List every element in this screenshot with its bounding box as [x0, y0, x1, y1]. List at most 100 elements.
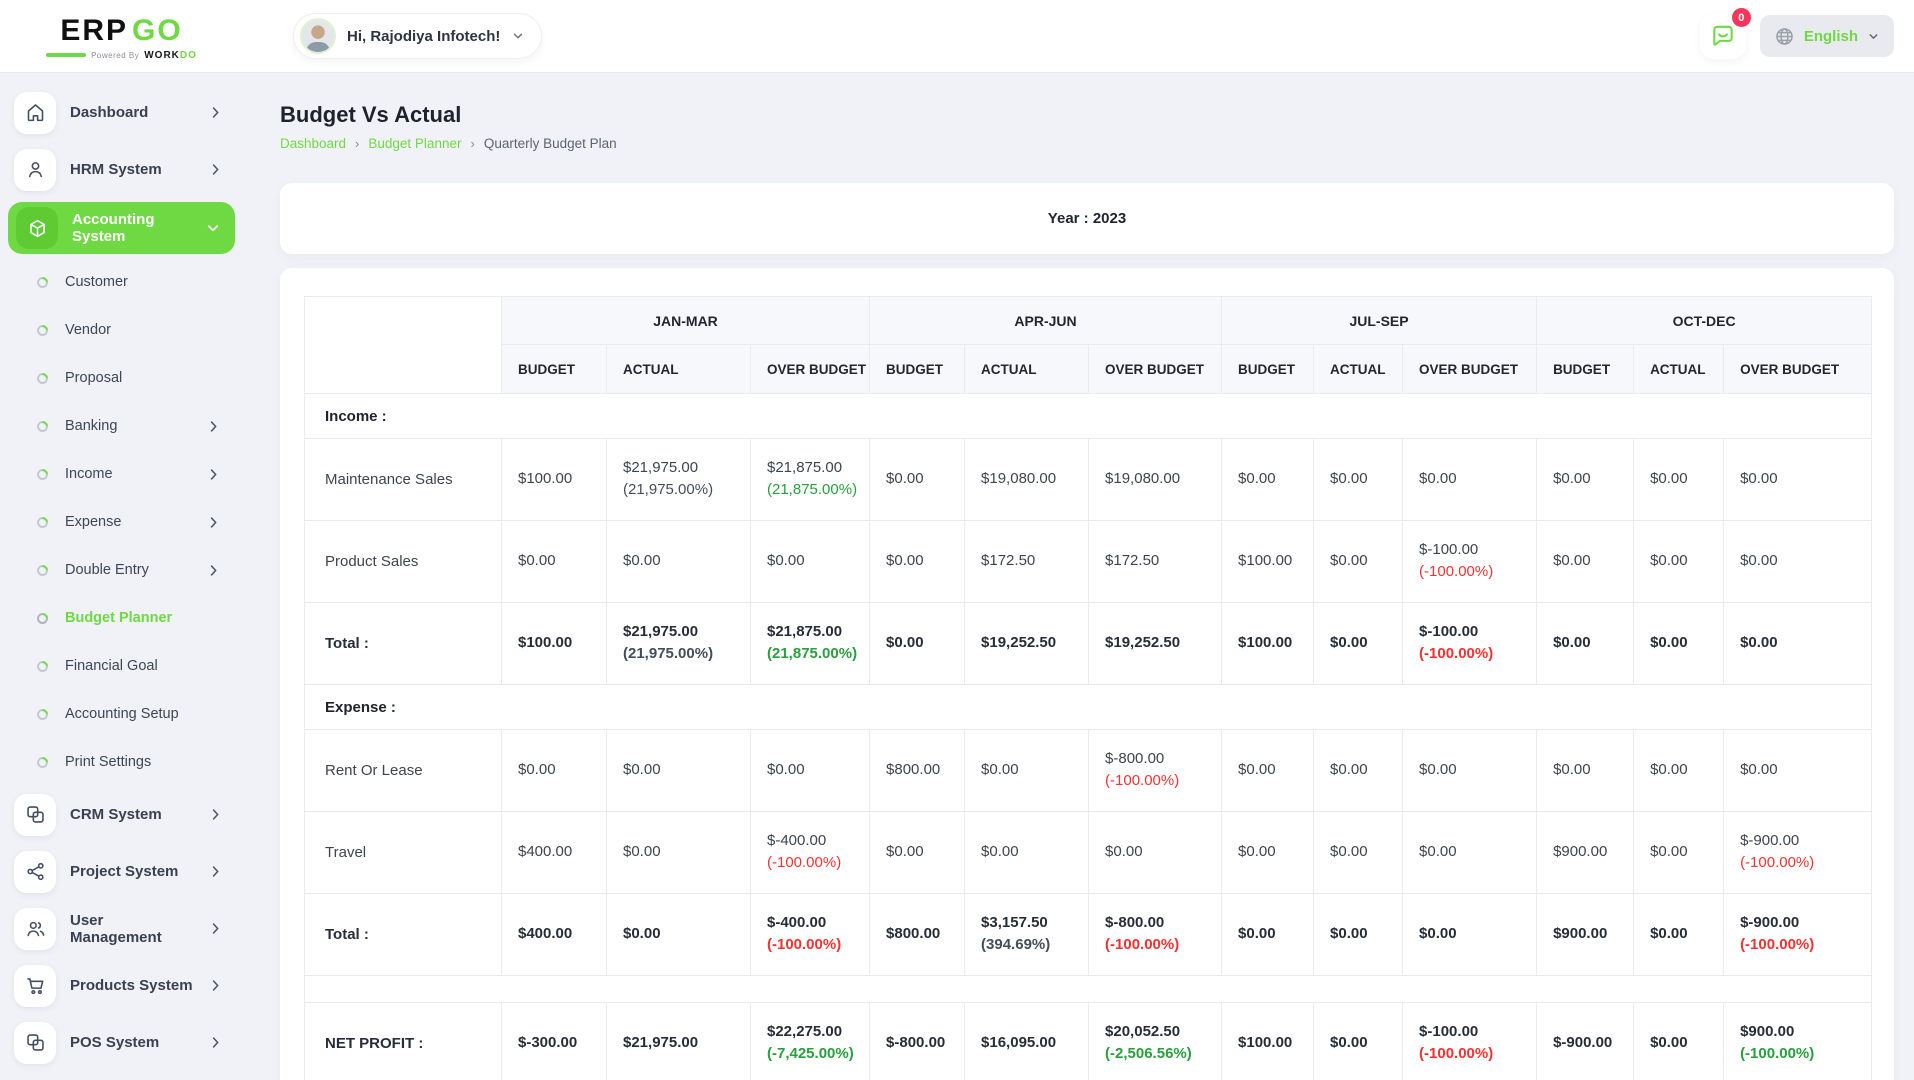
bullet-icon [34, 658, 51, 674]
value-cell: $0.00 [869, 811, 966, 894]
percent-value: (-100.00%) [767, 936, 842, 953]
user-greeting: Hi, Rajodiya Infotech! [347, 27, 501, 45]
amount-value: $-800.00 [1105, 750, 1165, 768]
sidebar-item-financial-goal[interactable]: Financial Goal [0, 642, 243, 690]
sidebar-item-crm-system[interactable]: CRM System [0, 786, 243, 843]
sidebar-item-banking[interactable]: Banking [0, 402, 243, 450]
sidebar-item-accounting-system[interactable]: Accounting System [8, 202, 235, 254]
value-cell: $0.00 [1221, 438, 1315, 521]
brand-logo[interactable]: ERP GO Powered By WORKDO [0, 12, 243, 61]
value-cell: $0.00 [1402, 811, 1538, 894]
breadcrumb-dashboard[interactable]: Dashboard [280, 136, 347, 151]
amount-value: $0.00 [1650, 1034, 1688, 1052]
bullet-icon [34, 610, 51, 626]
sidebar-item-user-management[interactable]: User Management [0, 900, 243, 957]
value-cell: $800.00 [869, 893, 966, 976]
sidebar-item-double-entry[interactable]: Double Entry [0, 546, 243, 594]
sidebar-item-label: Banking [65, 418, 118, 434]
sidebar-item-dashboard[interactable]: Dashboard [0, 84, 243, 141]
percent-value: (-100.00%) [1740, 1045, 1815, 1062]
column-header-apr-jun-over-budget: OVER BUDGET [1088, 344, 1223, 394]
value-cell: $0.00 [1633, 1002, 1725, 1080]
value-cell: $0.00 [501, 520, 607, 603]
sidebar-item-customer[interactable]: Customer [0, 258, 243, 306]
amount-value: $-800.00 [1105, 914, 1165, 932]
amount-value: $0.00 [1330, 634, 1368, 652]
value-cell: $0.00 [1402, 438, 1538, 521]
value-cell: $400.00 [501, 893, 607, 976]
value-cell: $0.00 [1221, 893, 1315, 976]
value-cell: $0.00 [606, 729, 751, 812]
sidebar-item-proposal[interactable]: Proposal [0, 354, 243, 402]
value-cell: $100.00 [501, 602, 607, 685]
chevron-right-icon [206, 467, 221, 482]
sidebar-nav: Dashboard HRM System Accounting System Cust… [0, 84, 243, 1071]
value-cell: $0.00 [606, 520, 751, 603]
percent-value: (21,875.00%) [767, 645, 858, 662]
breadcrumb-separator: › [355, 136, 360, 151]
value-cell: $0.00 [1536, 602, 1635, 685]
value-cell: $100.00 [1221, 1002, 1315, 1080]
users-icon [14, 907, 56, 950]
chevron-down-icon [514, 33, 523, 39]
value-cell: $-800.00 [869, 1002, 966, 1080]
amount-value: $0.00 [1553, 634, 1591, 652]
sidebar-item-label: Print Settings [65, 754, 152, 770]
amount-value: $21,875.00 [767, 623, 843, 641]
value-cell: $-100.00 (-100.00%) [1402, 520, 1538, 603]
logo-text-go: GO [132, 13, 183, 47]
amount-value: $0.00 [1238, 925, 1276, 943]
breadcrumb-current: Quarterly Budget Plan [483, 136, 617, 151]
value-cell: $-300.00 [501, 1002, 607, 1080]
sidebar-item-income[interactable]: Income [0, 450, 243, 498]
row-label: Travel [304, 811, 502, 894]
chevron-right-icon [208, 921, 223, 936]
percent-value: (-7,425.00%) [767, 1045, 854, 1062]
bullet-icon [34, 322, 51, 338]
percent-value: (-100.00%) [1419, 563, 1494, 580]
table-row-net-profit: NET PROFIT : $-300.00 $21,975.00 $22,275.00… [304, 1002, 1873, 1080]
sidebar-item-products-system[interactable]: Products System [0, 957, 243, 1014]
sidebar-item-budget-planner[interactable]: Budget Planner [0, 594, 243, 642]
sidebar-item-label: Dashboard [70, 104, 149, 121]
cube-icon [16, 207, 58, 249]
sidebar-item-label: User Management [70, 911, 162, 946]
percent-value: (-100.00%) [1105, 772, 1180, 789]
sidebar-item-expense[interactable]: Expense [0, 498, 243, 546]
row-label: Total : [304, 602, 502, 685]
amount-value: $0.00 [518, 552, 556, 570]
amount-value: $400.00 [518, 925, 573, 943]
sidebar-item-pos-system[interactable]: POS System [0, 1014, 243, 1071]
language-selector[interactable]: English [1759, 15, 1894, 57]
percent-value: (21,875.00%) [767, 481, 858, 498]
column-header-jul-sep-over-budget: OVER BUDGET [1402, 344, 1538, 394]
row-label: Maintenance Sales [304, 438, 502, 521]
sidebar-item-label: Budget Planner [65, 610, 173, 626]
value-cell: $3,157.50 (394.69%) [964, 893, 1090, 976]
chevron-right-icon [206, 419, 221, 434]
messages-button[interactable]: 0 [1699, 8, 1751, 59]
user-menu[interactable]: Hi, Rajodiya Infotech! [293, 13, 543, 59]
sidebar-item-print-settings[interactable]: Print Settings [0, 738, 243, 786]
logo-underline [46, 53, 87, 57]
amount-value: $-100.00 [1419, 541, 1479, 559]
amount-value: $0.00 [886, 843, 924, 861]
amount-value: $100.00 [518, 470, 573, 488]
amount-value: $0.00 [623, 552, 661, 570]
amount-value: $0.00 [1330, 1034, 1368, 1052]
amount-value: $0.00 [623, 925, 661, 943]
breadcrumb-budget-planner[interactable]: Budget Planner [368, 136, 462, 151]
table-row-product-sales: Product Sales $0.00 $0.00 $0.00 $0.00 $172.50… [304, 520, 1873, 603]
sidebar-item-label: Accounting System [72, 211, 155, 245]
amount-value: $-100.00 [1419, 623, 1479, 641]
sidebar-item-project-system[interactable]: Project System [0, 843, 243, 900]
sidebar-item-label: Double Entry [65, 562, 149, 578]
table-row-rent-or-lease: Rent Or Lease $0.00 $0.00 $0.00 $800.00 $0.00… [304, 729, 1873, 812]
sidebar-item-hrm-system[interactable]: HRM System [0, 141, 243, 198]
sidebar-item-accounting-setup[interactable]: Accounting Setup [0, 690, 243, 738]
value-cell: $400.00 [501, 811, 607, 894]
sidebar-item-vendor[interactable]: Vendor [0, 306, 243, 354]
row-label: Total : [304, 893, 502, 976]
column-header-apr-jun-actual: ACTUAL [964, 344, 1090, 394]
